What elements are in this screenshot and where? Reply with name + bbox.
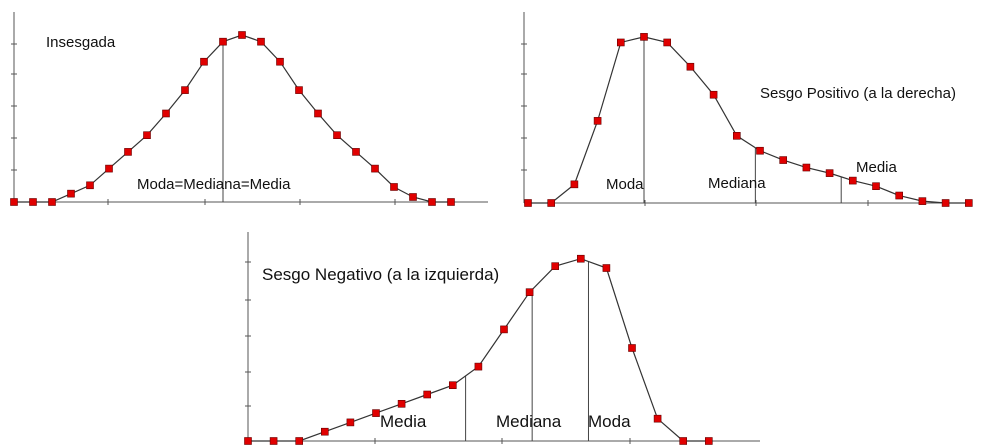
data-point xyxy=(346,418,355,427)
data-point xyxy=(848,176,857,185)
data-point xyxy=(238,31,246,39)
marker-label: Mediana xyxy=(496,412,562,431)
data-point xyxy=(576,254,585,263)
chart-panel-2: Sesgo Positivo (a la derecha) Moda Mediana… xyxy=(521,12,973,207)
data-point xyxy=(547,199,556,207)
marker-label: Moda xyxy=(588,412,631,431)
data-point xyxy=(124,148,132,156)
data-point xyxy=(663,38,672,47)
data-point xyxy=(295,86,303,94)
series-line xyxy=(528,36,969,204)
data-point xyxy=(448,381,457,390)
data-point xyxy=(616,38,625,47)
data-point xyxy=(964,199,973,207)
series-line xyxy=(248,258,709,442)
chart-title: Sesgo Negativo (a la izquierda) xyxy=(262,265,499,284)
data-point xyxy=(371,164,379,173)
data-point xyxy=(732,132,741,140)
data-point xyxy=(244,437,252,445)
marker-label: Mediana xyxy=(708,175,766,192)
marker-label: Media xyxy=(380,412,427,431)
data-point xyxy=(570,180,579,189)
data-point xyxy=(219,37,227,46)
data-point xyxy=(872,182,880,190)
data-point xyxy=(704,437,713,445)
data-point xyxy=(802,163,811,172)
data-point xyxy=(500,325,508,334)
data-point xyxy=(709,90,718,99)
data-point xyxy=(409,193,417,201)
data-point xyxy=(779,156,788,164)
data-point xyxy=(423,390,432,399)
data-point xyxy=(86,181,94,190)
data-point xyxy=(825,169,834,177)
data-point xyxy=(372,409,380,417)
data-point xyxy=(428,198,436,206)
data-point xyxy=(269,437,278,445)
chart-title: Insesgada xyxy=(46,34,116,51)
data-point xyxy=(67,189,75,198)
data-point xyxy=(320,427,329,436)
data-point xyxy=(628,344,636,352)
marker-label: Moda=Mediana=Media xyxy=(137,176,291,193)
data-point xyxy=(162,109,170,118)
data-point xyxy=(686,62,695,71)
data-point xyxy=(602,264,611,272)
data-point xyxy=(390,183,398,191)
data-point xyxy=(276,57,284,66)
data-point xyxy=(679,437,688,445)
chart-panel-1: Insesgada Moda=Mediana=Media xyxy=(10,12,488,206)
data-point xyxy=(48,198,56,206)
data-point xyxy=(295,437,304,445)
data-point xyxy=(143,131,151,139)
data-point xyxy=(551,262,560,270)
data-point xyxy=(918,197,927,205)
data-point xyxy=(525,288,534,297)
data-point xyxy=(397,399,406,408)
marker-label: Media xyxy=(856,159,898,176)
data-point xyxy=(474,362,483,371)
data-point xyxy=(524,199,532,207)
data-point xyxy=(640,33,648,41)
data-point xyxy=(29,198,37,206)
data-point xyxy=(314,109,322,118)
data-point xyxy=(10,198,18,206)
data-point xyxy=(593,117,602,125)
data-point xyxy=(181,86,189,94)
data-point xyxy=(756,146,764,155)
data-point xyxy=(895,191,904,200)
data-point xyxy=(941,199,950,207)
data-point xyxy=(105,164,113,173)
data-point xyxy=(200,57,208,66)
chart-panel-3: Sesgo Negativo (a la izquierda) Media Medi… xyxy=(244,232,760,445)
data-point xyxy=(653,414,662,423)
data-point xyxy=(352,148,360,156)
data-point xyxy=(257,37,265,46)
data-point xyxy=(333,131,341,139)
chart-title: Sesgo Positivo (a la derecha) xyxy=(760,85,956,102)
marker-label: Moda xyxy=(606,176,644,193)
data-point xyxy=(447,198,455,206)
